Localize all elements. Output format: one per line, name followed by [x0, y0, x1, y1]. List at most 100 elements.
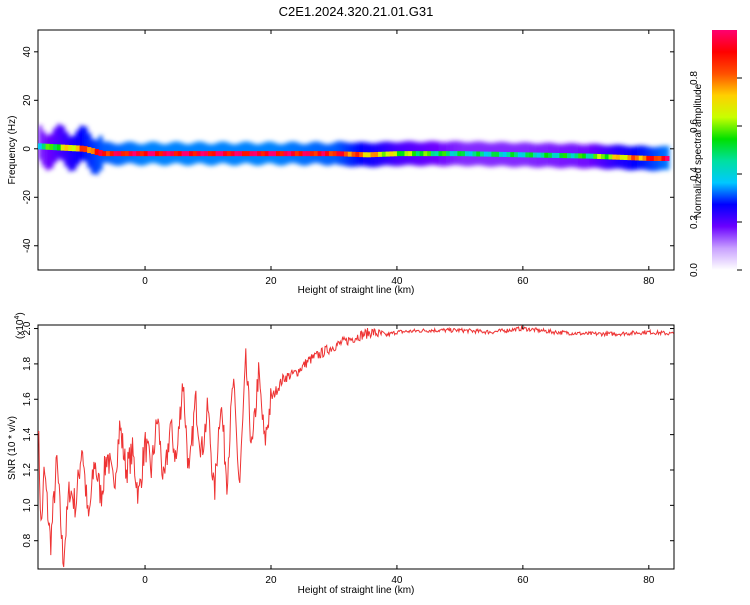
band-core-cell: [45, 143, 50, 150]
band-core-cell: [604, 154, 610, 160]
band-core-cell: [38, 143, 43, 150]
snr-multiplier-exp: 4: [14, 316, 21, 320]
spectrogram-plot-area: [38, 124, 670, 175]
band-halo-cell: [90, 139, 96, 174]
snr-y-axis-label: SNR (10 * v/v): [7, 416, 18, 480]
band-core-cell: [351, 151, 356, 157]
snr-x-axis-label: Height of straight line (km): [298, 585, 415, 596]
band-core-cell: [612, 154, 617, 160]
band-core-cell: [491, 151, 496, 157]
band-core-cell: [362, 152, 368, 158]
band-core-cell: [616, 154, 621, 160]
band-core-cell: [498, 151, 504, 157]
band-core-cell: [272, 151, 277, 157]
x-tick-label: 20: [265, 276, 277, 287]
colorbar-label: Normalized spectral amplitude: [693, 83, 704, 218]
x-tick-label: 20: [265, 575, 277, 586]
band-core-cell: [627, 155, 632, 161]
band-core-cell: [313, 151, 319, 157]
band-halo-cell: [60, 125, 65, 161]
band-core-cell: [661, 155, 666, 161]
x-tick-label: 60: [517, 276, 529, 287]
band-core-cell: [321, 151, 326, 157]
band-core-cell: [325, 151, 330, 157]
band-halo-cell: [45, 135, 50, 171]
band-core-cell: [106, 151, 111, 157]
spectrogram-y-axis-label: Frequency (Hz): [7, 116, 18, 185]
band-core-cell: [359, 152, 364, 158]
band-core-cell: [124, 151, 130, 157]
x-tick-label: 80: [643, 575, 655, 586]
band-core: [38, 143, 670, 161]
band-core-cell: [64, 144, 69, 151]
y-tick-label: 1.4: [22, 427, 33, 441]
band-core-cell: [136, 151, 141, 157]
band-core-cell: [566, 153, 572, 159]
band-core-cell: [555, 152, 560, 158]
band-core-cell: [430, 151, 436, 157]
band-core-cell: [642, 155, 647, 161]
band-core-cell: [665, 155, 670, 161]
band-core-cell: [310, 151, 315, 157]
band-core-cell: [415, 151, 421, 157]
band-core-cell: [215, 151, 220, 157]
band-core-cell: [412, 151, 417, 157]
band-core-cell: [517, 152, 523, 158]
band-core-cell: [279, 151, 285, 157]
y-tick-label: 40: [22, 46, 33, 58]
band-core-cell: [457, 151, 462, 157]
band-core-cell: [442, 151, 447, 157]
band-core-cell: [464, 151, 470, 157]
band-core-cell: [427, 151, 432, 157]
band-core-cell: [264, 151, 269, 157]
y-tick-label: 1.2: [22, 463, 33, 477]
band-core-cell: [109, 151, 115, 157]
band-core-cell: [121, 151, 126, 157]
y-tick-label: 1.8: [22, 357, 33, 371]
band-core-cell: [230, 151, 235, 157]
band-core-cell: [396, 151, 402, 157]
snr-panel: 0.8 1.0 1.2 1.4 1.6 1.8 2.0 0 20 40 60 80 (x104) H…: [7, 312, 675, 596]
band-core-cell: [449, 151, 455, 157]
x-tick-label: 40: [391, 575, 403, 586]
x-tick-label: 40: [391, 276, 403, 287]
band-core-cell: [619, 154, 625, 160]
band-core-cell: [446, 151, 451, 157]
band-core-cell: [291, 151, 296, 157]
band-core-cell: [514, 152, 519, 158]
colorbar: 0.0 0.2 0.4 0.6 0.8 Normalized spectral ampl…: [689, 30, 742, 277]
band-core-cell: [385, 151, 390, 157]
band-core-cell: [49, 143, 54, 150]
snr-y-ticks: 0.8 1.0 1.2 1.4 1.6 1.8 2.0: [22, 321, 674, 548]
band-core-cell: [268, 151, 273, 157]
band-core-cell: [419, 151, 424, 157]
band-core-cell: [204, 151, 209, 157]
band-halo-cell: [38, 125, 43, 161]
figure-title: C2E1.2024.320.21.01.G31: [279, 4, 434, 19]
band-core-cell: [294, 151, 300, 157]
band-core-cell: [468, 151, 473, 157]
y-tick-label: 1.0: [22, 498, 33, 512]
band-core-cell: [170, 151, 175, 157]
band-core-cell: [223, 151, 228, 157]
band-core-cell: [423, 151, 428, 157]
y-tick-label: -20: [22, 190, 33, 205]
band-core-cell: [75, 145, 81, 152]
band-core-cell: [238, 151, 243, 157]
band-core-cell: [56, 144, 62, 151]
band-core-cell: [544, 152, 549, 158]
y-tick-label: 20: [22, 94, 33, 106]
band-core-cell: [529, 152, 534, 158]
band-core-cell: [242, 151, 247, 157]
band-core-cell: [196, 151, 201, 157]
band-core-cell: [532, 152, 538, 158]
band-core-cell: [174, 151, 179, 157]
spectrogram-y-ticks: 40 20 0 -20 -40: [22, 46, 674, 253]
y-tick-label: 0: [22, 146, 33, 152]
band-core-cell: [302, 151, 307, 157]
band-core-cell: [374, 152, 379, 158]
band-core-cell: [650, 155, 655, 161]
band-core-cell: [344, 151, 349, 157]
x-tick-label: 0: [142, 276, 148, 287]
